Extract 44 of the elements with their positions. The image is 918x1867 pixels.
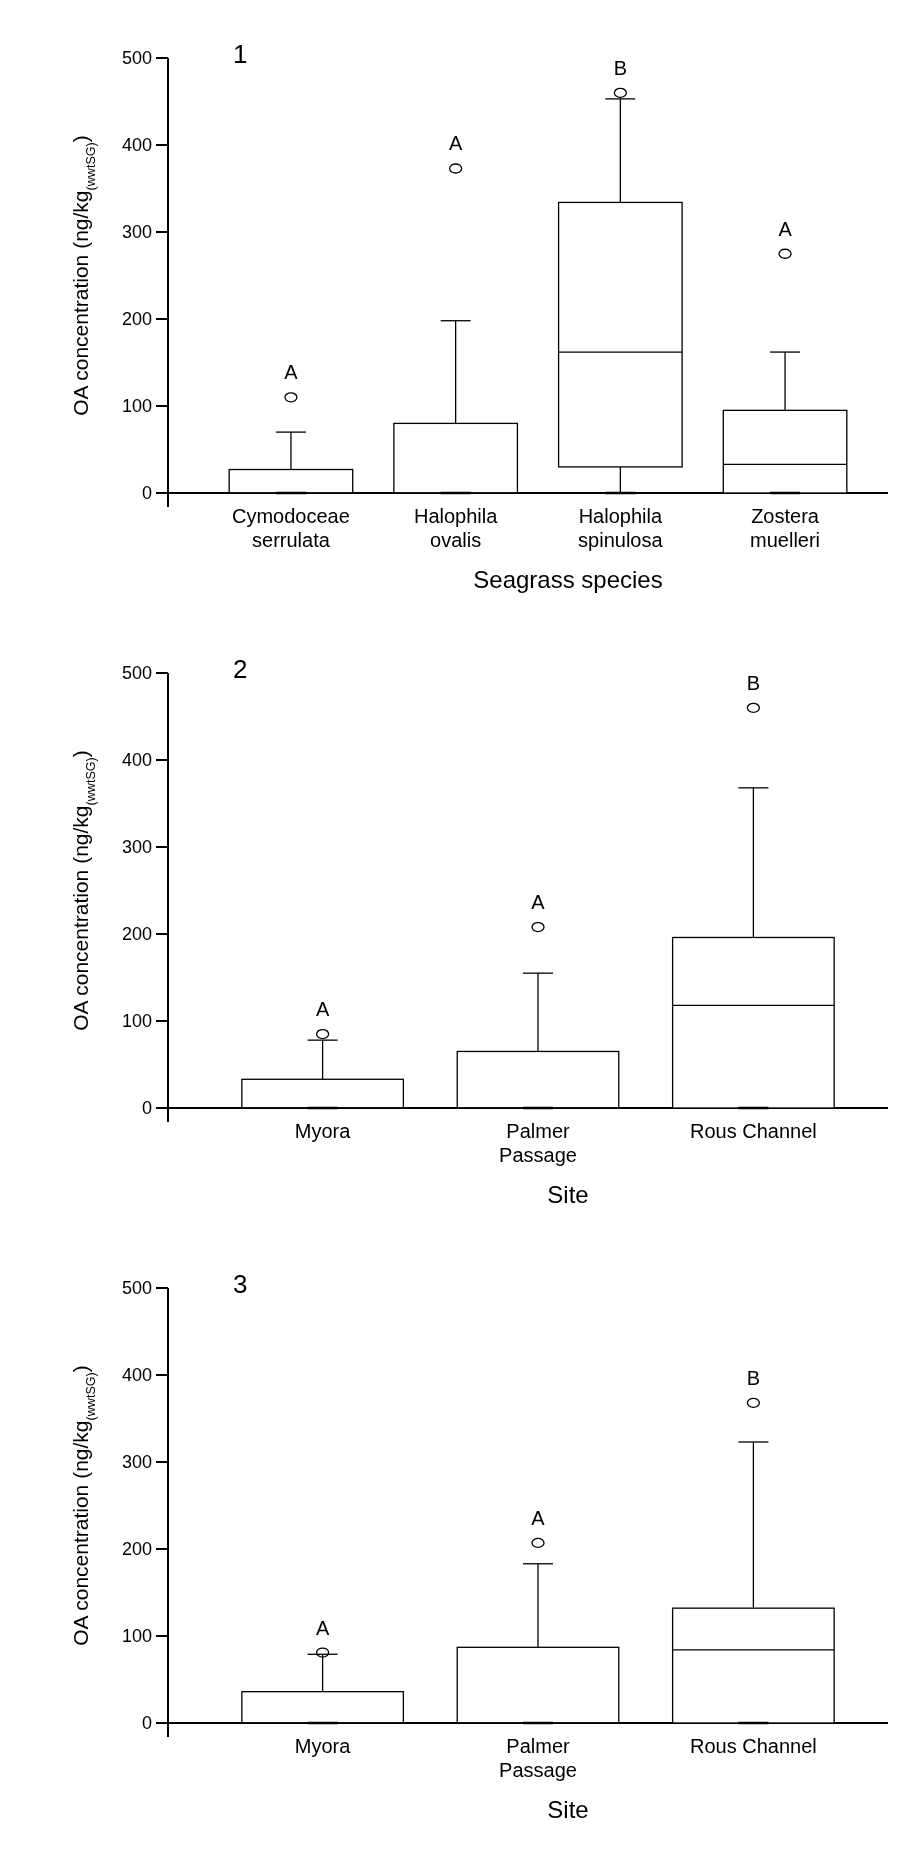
annotation: A	[315, 1616, 330, 1639]
y-tick-label: 300	[121, 222, 152, 243]
annotation: A	[531, 1506, 546, 1529]
annotation: A	[315, 998, 330, 1021]
x-tick-label: Halophila spinulosa	[578, 505, 664, 551]
y-tick-label: 0	[141, 1098, 152, 1119]
annotation: A	[531, 891, 546, 914]
x-axis-title: Site	[547, 1181, 589, 1208]
x-tick-label: Halophila ovalis	[413, 505, 499, 551]
annotation: B	[746, 1366, 761, 1389]
y-tick-label: 500	[121, 48, 152, 69]
chart-title: 3	[233, 1269, 248, 1299]
x-tick-label: Rous Channel	[690, 1120, 817, 1142]
annotation: A	[284, 361, 299, 384]
annotation: A	[448, 132, 463, 155]
y-tick-label: 300	[121, 1452, 152, 1473]
y-tick-label: 200	[121, 309, 152, 330]
x-tick-label: Palmer Passage	[499, 1735, 577, 1781]
chart-title: 2	[233, 654, 248, 684]
y-tick-label: 200	[121, 1539, 152, 1560]
y-tick-label: 100	[121, 1011, 152, 1032]
y-tick-label: 200	[121, 924, 152, 945]
annotation: B	[746, 671, 761, 694]
y-tick-label: 100	[121, 396, 152, 417]
y-tick-label: 0	[141, 483, 152, 504]
y-tick-label: 400	[121, 135, 152, 156]
y-tick-label: 500	[121, 1278, 152, 1299]
y-tick-label: 400	[121, 1365, 152, 1386]
y-tick-label: 0	[141, 1713, 152, 1734]
x-tick-label: Myora	[294, 1735, 352, 1757]
x-axis-title: Site	[547, 1796, 589, 1823]
annotation: A	[778, 217, 793, 240]
y-tick-label: 500	[121, 663, 152, 684]
annotation: B	[613, 56, 628, 79]
x-tick-label: Zostera muelleri	[750, 505, 821, 551]
x-axis-title: Seagrass species	[473, 566, 663, 593]
chart-title: 1	[233, 39, 248, 69]
y-tick-label: 300	[121, 837, 152, 858]
x-tick-label: Rous Channel	[690, 1735, 817, 1757]
y-tick-label: 100	[121, 1626, 152, 1647]
x-tick-label: Palmer Passage	[499, 1120, 577, 1166]
y-tick-label: 400	[121, 750, 152, 771]
x-tick-label: Cymodoceae serrulata	[232, 505, 350, 551]
x-tick-label: Myora	[294, 1120, 352, 1142]
